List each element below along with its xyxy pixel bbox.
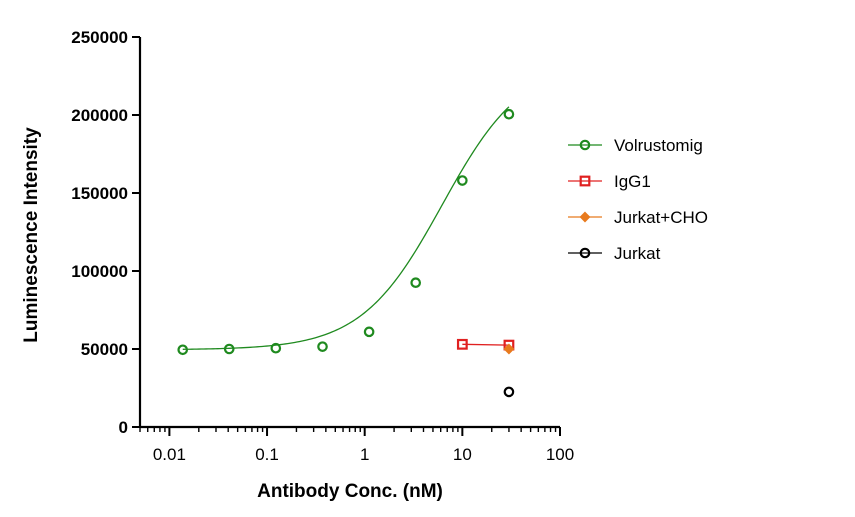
y-tick-label: 200000 [71,106,128,125]
axes: 0 50000 100000 150000 200000 250000 0.01 0.1 1 10… [71,28,574,464]
data-point-jurkat-cho [503,343,515,355]
x-tick-label: 1 [360,445,369,464]
x-tick-label: 10 [453,445,472,464]
x-tick-label: 0.01 [153,445,186,464]
data-point-volrustomig [270,342,282,354]
markers [177,108,515,398]
fit-curve-volrustomig [182,106,510,350]
x-tick-label: 100 [546,445,574,464]
data-point-igg1 [456,338,468,350]
data-point-jurkat [503,386,515,398]
data-point-volrustomig [363,326,375,338]
y-tick-label: 150000 [71,184,128,203]
data-point-volrustomig [503,108,515,120]
curves [182,106,510,350]
y-tick-label: 100000 [71,262,128,281]
data-point-volrustomig [457,175,468,186]
legend-marker-jurkat [579,247,591,259]
data-point-volrustomig [177,344,189,356]
legend-label-volrustomig: Volrustomig [614,136,703,155]
data-point-volrustomig [223,343,235,355]
legend-label-jurkat: Jurkat [614,244,661,263]
legend-marker-jurkat-cho [579,211,591,223]
y-tick-label: 250000 [71,28,128,47]
x-tick-label: 0.1 [255,445,279,464]
data-point-volrustomig [410,277,422,288]
y-tick-label: 0 [119,418,128,437]
fit-line-igg1 [462,343,509,346]
legend-marker-igg1 [579,175,591,187]
legend-marker-volrustomig [579,139,591,151]
legend: Volrustomig IgG1 Jurkat+CHO Jurkat [568,136,708,263]
y-tick-label: 50000 [81,340,128,359]
x-axis-title: Antibody Conc. (nM) [257,481,443,502]
legend-label-igg1: IgG1 [614,172,651,191]
legend-label-jurkat-cho: Jurkat+CHO [614,208,708,227]
data-point-volrustomig [317,341,328,352]
y-axis-title: Luminescence Intensity [21,127,42,343]
